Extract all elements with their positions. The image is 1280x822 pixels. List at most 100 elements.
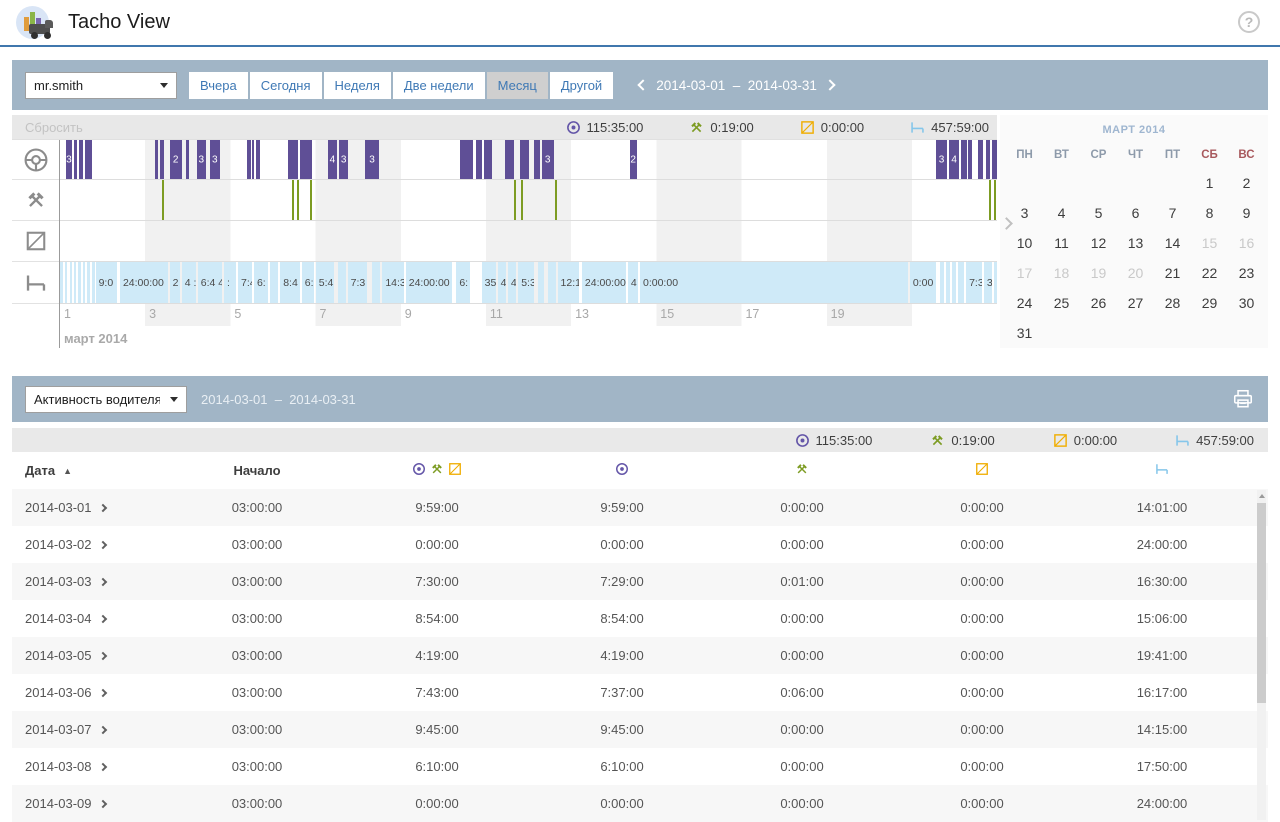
cell-date: 2014-03-01 xyxy=(12,500,172,515)
range-button-4[interactable]: Месяц xyxy=(487,72,548,99)
row-expand-icon[interactable] xyxy=(98,763,106,771)
calendar-day[interactable]: 11 xyxy=(1043,228,1080,258)
table-row[interactable]: 2014-03-0403:00:008:54:008:54:000:00:000… xyxy=(12,600,1268,637)
range-button-0[interactable]: Вчера xyxy=(189,72,248,99)
calendar-day[interactable]: 23 xyxy=(1228,258,1265,288)
driver-select-value: mr.smith xyxy=(34,78,150,93)
rest-block: 24:00:00 xyxy=(582,262,626,303)
table-row[interactable]: 2014-03-0303:00:007:30:007:29:000:01:000… xyxy=(12,563,1268,600)
rest-block: 7:3 xyxy=(348,262,368,303)
cell-value: 24:00:00 xyxy=(1072,537,1252,552)
rest-block: 6:4 4 xyxy=(198,262,222,303)
rest-block xyxy=(70,262,72,303)
print-icon[interactable] xyxy=(1232,388,1254,415)
calendar-day[interactable]: 22 xyxy=(1191,258,1228,288)
table-row[interactable]: 2014-03-0603:00:007:43:007:37:000:06:000… xyxy=(12,674,1268,711)
report-type-select[interactable]: Активность водителя xyxy=(25,386,187,413)
table-row[interactable]: 2014-03-0803:00:006:10:006:10:000:00:000… xyxy=(12,748,1268,785)
range-button-2[interactable]: Неделя xyxy=(324,72,391,99)
work-icon xyxy=(930,433,945,448)
row-expand-icon[interactable] xyxy=(98,504,106,512)
driving-bar xyxy=(534,140,540,179)
rest-icon xyxy=(1175,433,1190,448)
cell-value: 03:00:00 xyxy=(172,685,342,700)
gantt-plot: 32334333234 9:024:00:0024 :6:4 4:7:46:8:… xyxy=(59,140,997,348)
rest-block: 4 xyxy=(498,262,506,303)
calendar-day[interactable]: 10 xyxy=(1006,228,1043,258)
row-expand-icon[interactable] xyxy=(98,726,106,734)
driving-icon xyxy=(412,462,426,476)
range-button-5[interactable]: Другой xyxy=(550,72,613,99)
cell-date: 2014-03-03 xyxy=(12,574,172,589)
cell-value: 9:59:00 xyxy=(342,500,532,515)
cell-date: 2014-03-07 xyxy=(12,722,172,737)
cell-value: 0:00:00 xyxy=(342,796,532,811)
calendar-day[interactable]: 14 xyxy=(1154,228,1191,258)
table-header-col-0[interactable]: Дата▲ xyxy=(12,463,172,478)
driving-bar xyxy=(288,140,298,179)
calendar-day[interactable]: 5 xyxy=(1080,198,1117,228)
cell-value: 0:00:00 xyxy=(532,537,712,552)
row-expand-icon[interactable] xyxy=(98,800,106,808)
calendar-day[interactable]: 25 xyxy=(1043,288,1080,318)
calendar-day[interactable]: 30 xyxy=(1228,288,1265,318)
row-expand-icon[interactable] xyxy=(98,689,106,697)
range-button-3[interactable]: Две недели xyxy=(393,72,485,99)
row-expand-icon[interactable] xyxy=(98,615,106,623)
driving-bar: 3 xyxy=(542,140,554,179)
gantt-toolbar: Сбросить 115:35:000:19:000:00:00457:59:0… xyxy=(12,115,997,139)
axis-day-label: 9 xyxy=(401,307,412,321)
driving-bar xyxy=(252,140,254,179)
calendar-day[interactable]: 24 xyxy=(1006,288,1043,318)
column-icon-group xyxy=(615,462,629,476)
calendar-day[interactable]: 21 xyxy=(1154,258,1191,288)
table-scrollbar[interactable] xyxy=(1257,490,1266,820)
row-date: 2014-03-05 xyxy=(25,648,92,663)
scroll-up-icon[interactable] xyxy=(1257,490,1266,501)
calendar-day[interactable]: 26 xyxy=(1080,288,1117,318)
total-value: 115:35:00 xyxy=(587,120,644,135)
availability-icon xyxy=(1053,433,1068,448)
calendar-day[interactable]: 12 xyxy=(1080,228,1117,258)
table-row[interactable]: 2014-03-0903:00:000:00:000:00:000:00:000… xyxy=(12,785,1268,822)
scroll-right-icon[interactable] xyxy=(1002,219,1011,228)
calendar-day[interactable]: 8 xyxy=(1191,198,1228,228)
calendar-day[interactable]: 7 xyxy=(1154,198,1191,228)
weekday-label: СБ xyxy=(1191,144,1228,168)
prev-range-icon[interactable] xyxy=(638,79,649,90)
calendar-day[interactable]: 1 xyxy=(1191,168,1228,198)
rest-block: 14:39 xyxy=(382,262,404,303)
app-header: Tacho View ? xyxy=(0,0,1280,47)
range-button-1[interactable]: Сегодня xyxy=(250,72,322,99)
scrollbar-thumb[interactable] xyxy=(1257,503,1266,703)
rest-block: 7:4 xyxy=(238,262,252,303)
calendar-day[interactable]: 6 xyxy=(1117,198,1154,228)
driving-icon xyxy=(566,120,581,135)
calendar-day[interactable]: 31 xyxy=(1006,318,1043,348)
row-expand-icon[interactable] xyxy=(98,578,106,586)
calendar-day[interactable]: 29 xyxy=(1191,288,1228,318)
calendar-day[interactable]: 9 xyxy=(1228,198,1265,228)
calendar-day[interactable]: 28 xyxy=(1154,288,1191,318)
calendar-empty-cell xyxy=(1080,318,1117,348)
calendar-day[interactable]: 2 xyxy=(1228,168,1265,198)
calendar-day[interactable]: 4 xyxy=(1043,198,1080,228)
sort-asc-icon[interactable]: ▲ xyxy=(63,466,72,476)
table-row[interactable]: 2014-03-0203:00:000:00:000:00:000:00:000… xyxy=(12,526,1268,563)
filter-toolbar: mr.smith ВчераСегодняНеделяДве неделиМес… xyxy=(12,60,1268,110)
row-expand-icon[interactable] xyxy=(98,541,106,549)
driver-select[interactable]: mr.smith xyxy=(25,72,177,99)
calendar-day[interactable]: 27 xyxy=(1117,288,1154,318)
row-expand-icon[interactable] xyxy=(98,652,106,660)
cell-value: 0:00:00 xyxy=(892,537,1072,552)
table-row[interactable]: 2014-03-0503:00:004:19:004:19:000:00:000… xyxy=(12,637,1268,674)
table-row[interactable]: 2014-03-0103:00:009:59:009:59:000:00:000… xyxy=(12,489,1268,526)
cell-value: 0:06:00 xyxy=(712,685,892,700)
driving-bar: 4 xyxy=(949,140,959,179)
table-row[interactable]: 2014-03-0703:00:009:45:009:45:000:00:000… xyxy=(12,711,1268,748)
reset-button[interactable]: Сбросить xyxy=(12,120,83,135)
help-icon[interactable]: ? xyxy=(1238,11,1260,33)
timeline-section: mr.smith ВчераСегодняНеделяДве неделиМес… xyxy=(12,60,1268,348)
next-range-icon[interactable] xyxy=(824,79,835,90)
calendar-day[interactable]: 13 xyxy=(1117,228,1154,258)
